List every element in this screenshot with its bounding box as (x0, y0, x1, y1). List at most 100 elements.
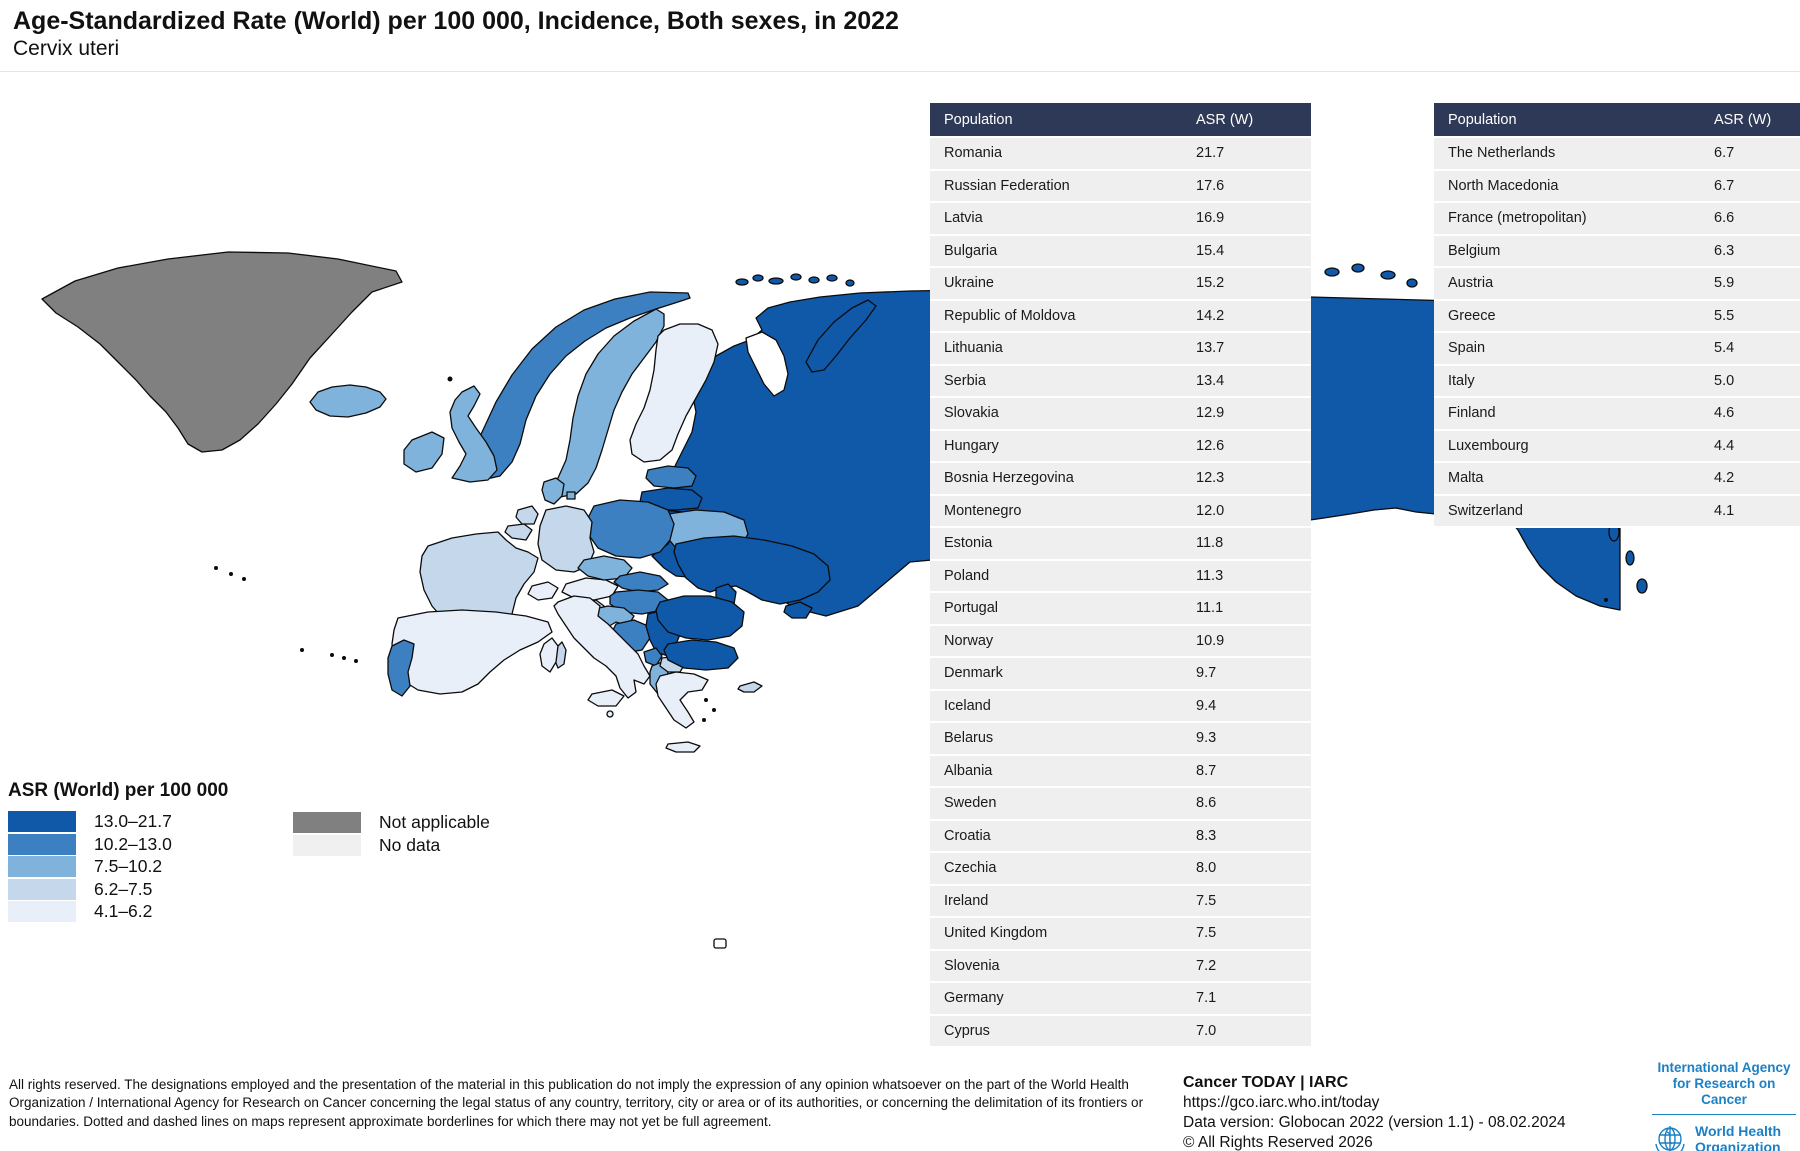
table-row[interactable]: The Netherlands 6.7 (1434, 138, 1800, 171)
table-row[interactable]: Portugal 11.1 (930, 593, 1311, 626)
table-row[interactable]: Sweden 8.6 (930, 788, 1311, 821)
region-spain[interactable] (391, 609, 553, 695)
table-row[interactable]: Slovenia 7.2 (930, 950, 1311, 983)
asr-cell: 4.2 (1714, 470, 1735, 487)
table-row[interactable]: Norway 10.9 (930, 625, 1311, 658)
table-row[interactable]: Cyprus 7.0 (930, 1015, 1311, 1048)
region-denmark[interactable] (541, 477, 565, 505)
table-row[interactable]: Bulgaria 15.4 (930, 235, 1311, 268)
region-greenland[interactable] (41, 251, 403, 453)
legend-label: No data (379, 834, 441, 855)
table-row[interactable]: Finland 4.6 (1434, 398, 1800, 431)
table-row[interactable]: Malta 4.2 (1434, 463, 1800, 496)
legend-item: No data (293, 834, 490, 856)
asr-cell: 8.6 (1196, 795, 1217, 812)
source-url[interactable]: https://gco.iarc.who.int/today (1183, 1094, 1380, 1112)
azores-dot (330, 653, 334, 657)
population-cell: Ukraine (944, 275, 994, 292)
table-row[interactable]: Estonia 11.8 (930, 528, 1311, 561)
table-row[interactable]: Hungary 12.6 (930, 430, 1311, 463)
table-row[interactable]: Switzerland 4.1 (1434, 495, 1800, 528)
population-cell: Greece (1448, 307, 1496, 324)
region-norway[interactable] (465, 291, 691, 481)
azores-dot (354, 659, 358, 663)
legend-label: 7.5–10.2 (94, 856, 163, 876)
table-row[interactable]: Italy 5.0 (1434, 365, 1800, 398)
region-iceland[interactable] (309, 384, 387, 418)
asr-cell: 12.3 (1196, 470, 1225, 487)
asr-cell: 7.0 (1196, 1022, 1217, 1039)
region-bulgaria[interactable] (663, 639, 739, 671)
population-cell: Germany (944, 990, 1004, 1007)
table-row[interactable]: Czechia 8.0 (930, 853, 1311, 886)
table-row[interactable]: Iceland 9.4 (930, 690, 1311, 723)
region-novaya-zemlya (805, 299, 877, 373)
population-cell: Norway (944, 632, 994, 649)
data-version: Data version: Globocan 2022 (version 1.1… (1183, 1113, 1566, 1131)
region-romania[interactable] (655, 595, 745, 641)
region-poland[interactable] (587, 499, 675, 559)
table-row[interactable]: Greece 5.5 (1434, 300, 1800, 333)
region-ireland[interactable] (403, 431, 445, 473)
region-switzerland[interactable] (527, 581, 559, 601)
asr-cell: 17.6 (1196, 177, 1225, 194)
region-estonia[interactable] (645, 465, 697, 489)
table-row[interactable]: Lithuania 13.7 (930, 333, 1311, 366)
table-row[interactable]: Ireland 7.5 (930, 885, 1311, 918)
population-cell: Belgium (1448, 242, 1501, 259)
arctic-island (1351, 263, 1365, 273)
region-italy[interactable] (553, 595, 651, 699)
population-cell: Poland (944, 567, 990, 584)
asr-cell: 12.9 (1196, 405, 1225, 422)
table-row[interactable]: Ukraine 15.2 (930, 268, 1311, 301)
table-row[interactable]: Latvia 16.9 (930, 203, 1311, 236)
population-cell: Bosnia Herzegovina (944, 470, 1074, 487)
table-body: Romania 21.7 Russian Federation 17.6 Latvia 1… (930, 138, 1311, 1048)
asr-cell: 8.0 (1196, 860, 1217, 877)
table-row[interactable]: Belarus 9.3 (930, 723, 1311, 756)
table-row[interactable]: France (metropolitan) 6.6 (1434, 203, 1800, 236)
table-row[interactable]: Bosnia Herzegovina 12.3 (930, 463, 1311, 496)
legend-item: 13.0–21.7 (8, 811, 228, 832)
region-united-kingdom[interactable] (449, 385, 498, 483)
table-row[interactable]: Austria 5.9 (1434, 268, 1800, 301)
region-netherlands[interactable] (515, 505, 539, 525)
legend-label: 4.1–6.2 (94, 901, 153, 921)
copyright: © All Rights Reserved 2026 (1183, 1133, 1373, 1151)
region-belgium[interactable] (504, 523, 533, 541)
asr-cell: 10.9 (1196, 632, 1225, 649)
population-cell: Malta (1448, 470, 1484, 487)
arctic-island (808, 276, 820, 284)
region-montenegro[interactable] (643, 647, 663, 667)
table-row[interactable]: Poland 11.3 (930, 560, 1311, 593)
table-row[interactable]: Luxembourg 4.4 (1434, 430, 1800, 463)
region-sweden[interactable] (547, 308, 665, 498)
table-row[interactable]: Montenegro 12.0 (930, 495, 1311, 528)
canary-dot (242, 577, 246, 581)
asr-cell: 11.3 (1196, 567, 1224, 584)
table-row[interactable]: Romania 21.7 (930, 138, 1311, 171)
table-row[interactable]: Slovakia 12.9 (930, 398, 1311, 431)
table-row[interactable]: Albania 8.7 (930, 755, 1311, 788)
region-finland[interactable] (629, 323, 719, 463)
table-row[interactable]: Russian Federation 17.6 (930, 170, 1311, 203)
region-greece[interactable] (655, 671, 709, 729)
aegean-island-dot (702, 718, 706, 722)
population-cell: Finland (1448, 405, 1496, 422)
table-row[interactable]: Croatia 8.3 (930, 820, 1311, 853)
table-row[interactable]: Spain 5.4 (1434, 333, 1800, 366)
table-row[interactable]: Serbia 13.4 (930, 365, 1311, 398)
region-slovakia[interactable] (613, 571, 669, 593)
region-ukraine[interactable] (673, 535, 831, 605)
table-row[interactable]: United Kingdom 7.5 (930, 918, 1311, 951)
table-row[interactable]: Republic of Moldova 14.2 (930, 300, 1311, 333)
region-portugal[interactable] (387, 639, 415, 697)
table-row[interactable]: Belgium 6.3 (1434, 235, 1800, 268)
page-header: Age-Standardized Rate (World) per 100 00… (0, 0, 1800, 72)
iarc-logo: International Agency for Research on Can… (1657, 1060, 1791, 1107)
table-row[interactable]: Denmark 9.7 (930, 658, 1311, 691)
table-row[interactable]: North Macedonia 6.7 (1434, 170, 1800, 203)
table-row[interactable]: Germany 7.1 (930, 983, 1311, 1016)
region-cyprus[interactable] (737, 681, 763, 693)
